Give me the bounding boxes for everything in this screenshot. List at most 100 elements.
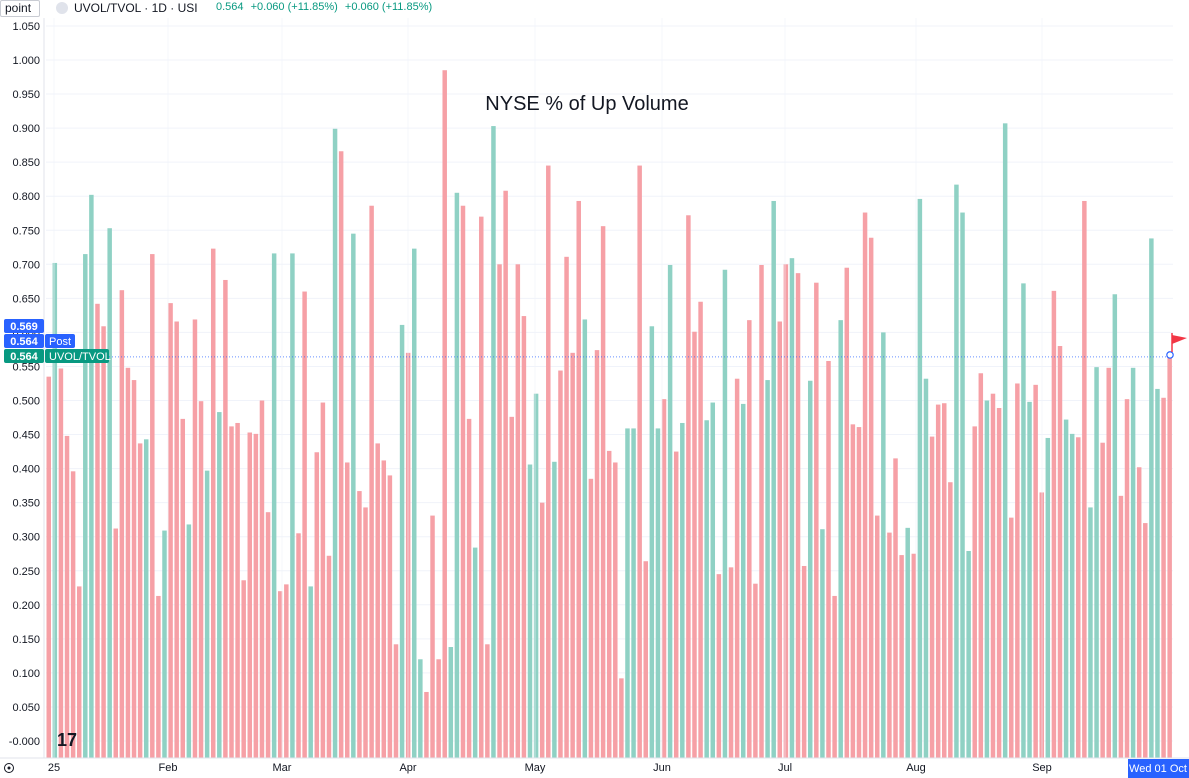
price-label-value: 0.564	[10, 351, 38, 363]
bar	[844, 267, 850, 758]
x-tick-label: Feb	[159, 762, 178, 774]
price-label-value: 0.569	[10, 321, 38, 333]
bar	[954, 184, 959, 758]
bar	[942, 403, 947, 758]
bar	[259, 400, 265, 758]
bar	[783, 264, 789, 758]
bar	[759, 264, 764, 758]
bar	[820, 529, 825, 758]
bar	[862, 212, 868, 759]
bar	[113, 528, 118, 758]
bar	[217, 412, 222, 758]
bar	[1045, 437, 1051, 758]
bar	[698, 301, 703, 758]
bar	[418, 659, 423, 758]
current-date-label-bg	[1128, 759, 1189, 778]
price-label-tag: Post	[49, 336, 71, 348]
bar	[424, 691, 429, 758]
bar	[70, 471, 76, 758]
x-tick-label: 25	[48, 762, 60, 774]
bar	[479, 216, 484, 758]
bar	[777, 321, 783, 758]
bar	[345, 462, 350, 758]
bar	[546, 165, 551, 758]
bar	[442, 70, 447, 759]
bar	[1167, 356, 1172, 758]
y-tick-label: -0.000	[9, 736, 40, 748]
bar	[911, 553, 917, 758]
y-tick-label: 0.400	[12, 464, 40, 476]
bar	[290, 253, 295, 758]
tradingview-logo-icon[interactable]: 17	[57, 730, 77, 750]
bar	[649, 326, 655, 758]
bar	[235, 422, 240, 758]
bar	[600, 226, 606, 758]
bar	[1143, 523, 1148, 758]
bar	[503, 190, 508, 758]
bar	[338, 151, 344, 758]
bar	[692, 331, 697, 758]
bar	[369, 205, 374, 759]
bar	[271, 253, 277, 758]
bar	[1033, 384, 1038, 758]
bar	[326, 555, 332, 758]
price-label-bg	[4, 319, 44, 333]
bar	[1161, 397, 1166, 758]
bar	[107, 228, 112, 758]
bar	[625, 428, 630, 758]
bar	[265, 512, 271, 758]
flag-icon[interactable]	[1172, 335, 1187, 344]
bar	[978, 373, 984, 758]
bar	[868, 237, 874, 759]
bar	[143, 439, 149, 758]
bar	[899, 555, 904, 758]
bar	[710, 402, 716, 758]
bar	[576, 200, 581, 759]
y-tick-label: 0.300	[12, 532, 40, 544]
bar	[64, 435, 70, 758]
x-tick-label: Sep	[1032, 762, 1052, 774]
bar	[606, 450, 612, 758]
bar	[1015, 383, 1020, 758]
bar	[814, 282, 819, 758]
settings-icon[interactable]	[4, 763, 14, 773]
bar	[527, 464, 533, 758]
bar	[125, 367, 131, 758]
bar	[399, 324, 405, 758]
bar	[661, 399, 667, 758]
price-change-secondary: +0.060 (+11.85%)	[344, 1, 433, 13]
bar	[89, 194, 94, 759]
bar	[917, 198, 923, 759]
bar	[302, 291, 307, 758]
bar	[247, 432, 253, 758]
bar	[253, 433, 259, 758]
bar	[722, 269, 728, 758]
last-point-marker	[1166, 351, 1174, 359]
bar	[76, 586, 82, 758]
symbol-logo-icon	[56, 2, 68, 14]
bar	[375, 443, 380, 758]
bar	[1082, 200, 1087, 759]
y-tick-label: 0.050	[12, 702, 40, 714]
bar	[856, 427, 862, 758]
bar	[631, 428, 636, 758]
bar	[180, 418, 186, 758]
last-price: 0.564	[216, 1, 244, 13]
bar	[1112, 294, 1118, 758]
x-tick-label: Aug	[906, 762, 926, 774]
x-tick-label: Apr	[399, 762, 416, 774]
bar	[1118, 495, 1124, 758]
x-tick-label: May	[525, 762, 546, 774]
bar	[753, 583, 758, 758]
bar	[795, 273, 801, 758]
bar	[430, 515, 435, 758]
bar	[832, 595, 837, 758]
bar	[881, 332, 886, 758]
bar	[673, 451, 679, 758]
symbol-title[interactable]: UVOL/TVOL · 1D · USI	[74, 1, 198, 15]
bar	[680, 422, 685, 758]
scale-mode-dropdown[interactable]: point	[0, 0, 40, 17]
bar	[765, 380, 770, 758]
bar	[1100, 442, 1105, 758]
